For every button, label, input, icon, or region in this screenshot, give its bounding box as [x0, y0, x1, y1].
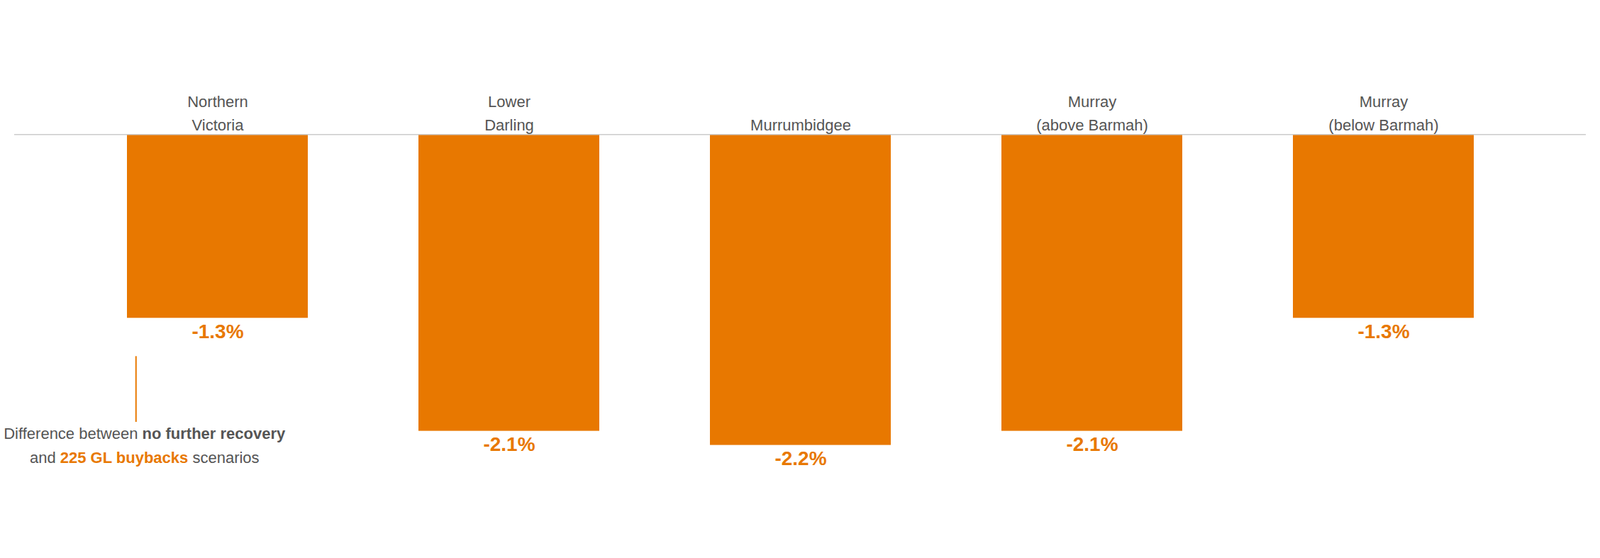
- svg-text:-2.2%: -2.2%: [774, 447, 827, 470]
- svg-text:-1.3%: -1.3%: [1357, 320, 1410, 343]
- svg-text:Murray(below Barmah): Murray(below Barmah): [1328, 92, 1439, 135]
- svg-text:-2.1%: -2.1%: [482, 433, 535, 456]
- svg-text:-1.3%: -1.3%: [191, 320, 244, 343]
- svg-text:NorthernVictoria: NorthernVictoria: [187, 92, 249, 135]
- svg-text:Difference between no further: Difference between no further recovery: [3, 424, 286, 443]
- svg-text:Murray(above Barmah): Murray(above Barmah): [1036, 92, 1149, 135]
- svg-text:Murrumbidgee: Murrumbidgee: [750, 116, 852, 135]
- svg-text:and 225 GL buybacks scenarios: and 225 GL buybacks scenarios: [29, 448, 260, 467]
- svg-text:LowerDarling: LowerDarling: [484, 92, 535, 135]
- svg-text:-2.1%: -2.1%: [1065, 433, 1118, 456]
